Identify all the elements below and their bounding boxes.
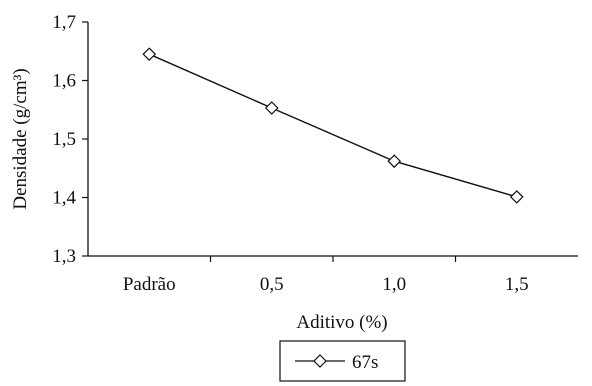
x-tick-label: Padrão [123,274,176,295]
y-tick-label: 1,6 [52,71,76,92]
x-tick-label: 1,5 [505,274,529,295]
y-tick-label: 1,7 [52,12,76,33]
y-tick-label: 1,4 [52,188,76,209]
data-point-diamond [142,47,157,62]
series-line [148,53,517,198]
legend-diamond-marker [313,354,327,368]
y-ticks: 1,3 1,4 1,5 1,6 1,7 [52,12,88,267]
data-point-diamond [509,190,524,204]
data-point-diamond [387,154,402,169]
legend-label: 67s [352,352,378,373]
data-point-diamond [264,101,279,115]
x-axis-title: Aditivo (%) [296,312,387,333]
series-layer [142,47,524,204]
y-tick-label: 1,3 [52,246,76,267]
x-tick-label: 1,0 [382,274,406,295]
y-tick-label: 1,5 [52,129,76,150]
x-ticks: Padrão 0,5 1,0 1,5 [123,256,529,295]
x-tick-label: 0,5 [260,274,284,295]
legend: 67s [279,340,406,382]
y-axis-title: Densidade (g/cm³) [10,68,31,209]
